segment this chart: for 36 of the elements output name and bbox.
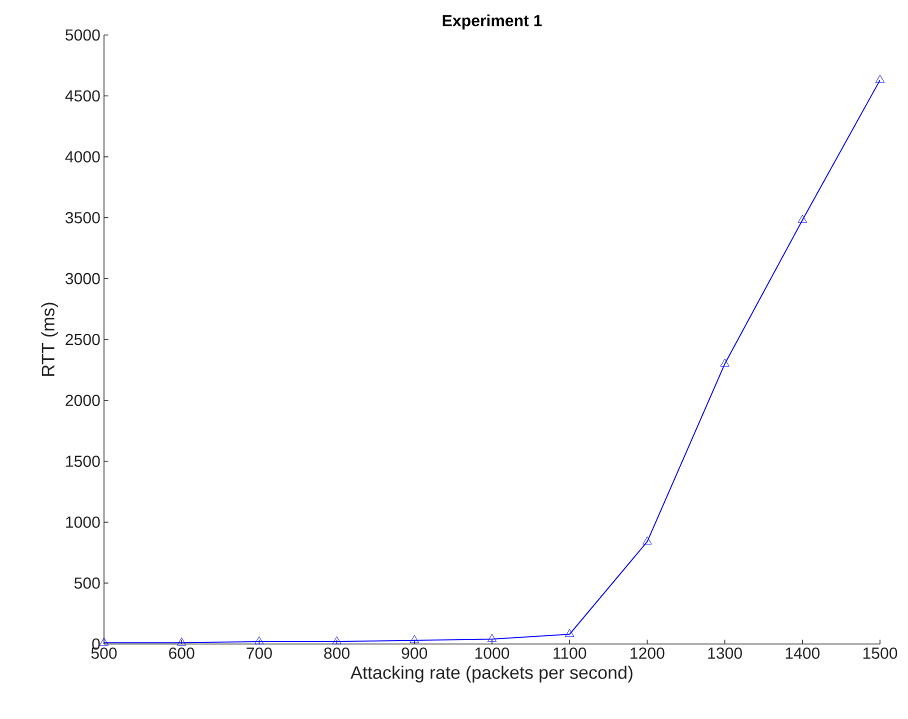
point xyxy=(99,638,109,646)
y-tick-label: 2500 xyxy=(66,334,100,346)
x-tick-label: 700 xyxy=(246,648,272,659)
x-axis-title: Attacking rate (packets per second) xyxy=(350,666,632,682)
point xyxy=(177,638,186,646)
x-tick-label: 500 xyxy=(91,648,117,659)
y-tick-label: 3500 xyxy=(65,212,100,224)
y-tick-label: 1000 xyxy=(66,516,100,528)
point xyxy=(565,628,574,637)
x-tick-label: 800 xyxy=(324,648,350,659)
point xyxy=(254,636,264,644)
point xyxy=(410,635,419,644)
x-tick-label: 1500 xyxy=(863,648,898,659)
y-tick-label: 2000 xyxy=(66,394,100,406)
x-tick-label: 1000 xyxy=(475,648,510,659)
y-tick-label: 3000 xyxy=(65,272,100,284)
point xyxy=(642,536,652,544)
x-tick-label: 1300 xyxy=(708,648,742,659)
point xyxy=(875,74,885,83)
point xyxy=(798,214,807,223)
point xyxy=(487,634,497,642)
y-tick-label: 4000 xyxy=(65,151,100,162)
point xyxy=(332,636,342,644)
y-tick-label: 0 xyxy=(92,638,100,650)
x-tick-label: 600 xyxy=(169,648,194,659)
y-axis-title: RTT (ms) xyxy=(41,302,58,376)
y-tick-label: 1500 xyxy=(66,456,100,467)
y-tick-label: 4500 xyxy=(65,90,100,102)
y-tick-label: 5000 xyxy=(66,29,100,41)
x-tick-label: 1200 xyxy=(630,648,664,659)
x-tick-label: 900 xyxy=(402,648,428,659)
y-tick-label: 500 xyxy=(74,577,100,589)
x-tick-label: 1400 xyxy=(786,648,820,659)
point xyxy=(720,358,730,367)
x-tick-label: 1100 xyxy=(554,648,586,659)
chart-title: Experiment 1 xyxy=(442,14,542,30)
